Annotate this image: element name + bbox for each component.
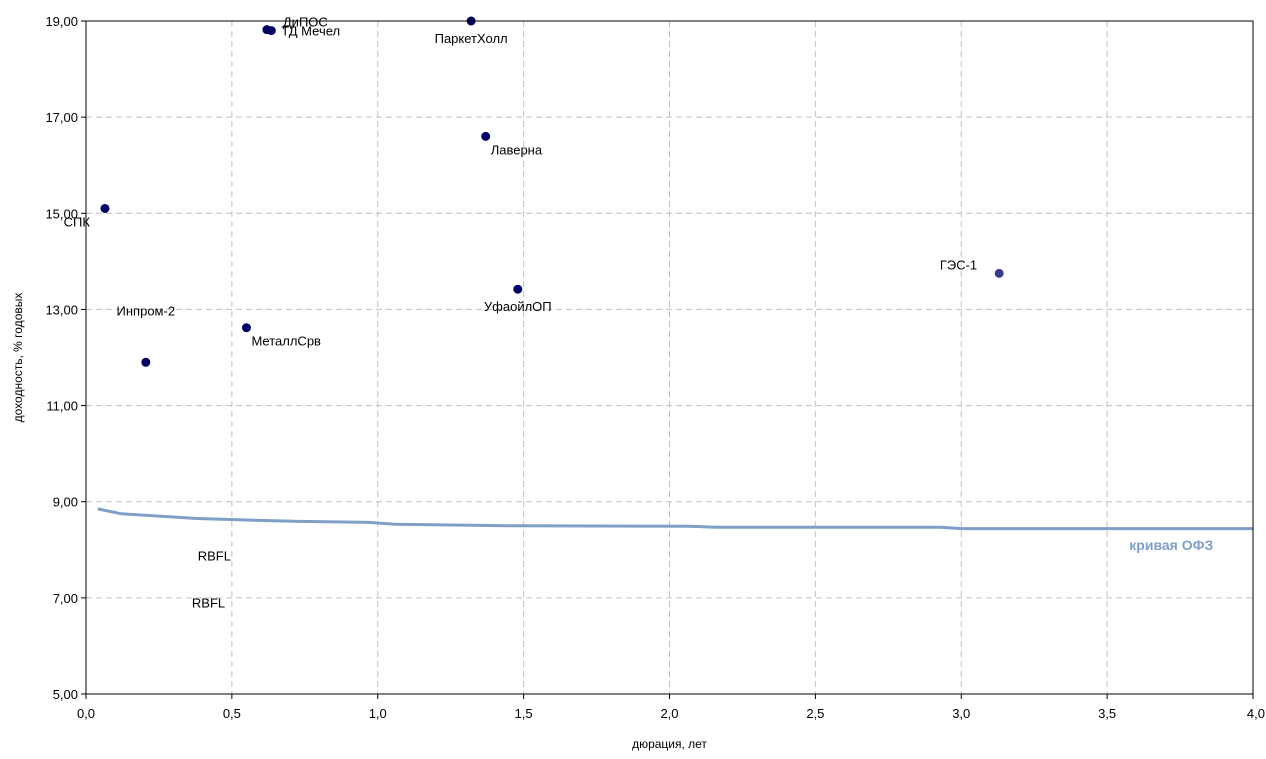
x-axis-title: дюрация, лет [632, 737, 707, 751]
x-tick-label: 3,0 [952, 706, 970, 721]
data-point [100, 203, 110, 213]
point-label: СПК [64, 214, 91, 229]
x-tick-label: 3,5 [1098, 706, 1116, 721]
y-tick-label: 11,00 [46, 399, 78, 414]
series-line-ofz [97, 507, 1253, 531]
y-tick-label: 17,00 [45, 110, 78, 125]
annotation-label: RBFL [198, 548, 231, 563]
point-label: УфаойлОП [484, 299, 552, 314]
point-label: МеталлСрв [251, 334, 321, 349]
point-label: Лаверна [491, 142, 543, 157]
data-point [513, 284, 523, 294]
y-tick-label: 19,00 [45, 14, 78, 29]
y-tick-label: 15,00 [45, 206, 78, 221]
x-tick-label: 4,0 [1247, 706, 1265, 721]
ticks-layer: 5,00 7,00 9,00 11,00 13,00 15,00 17,00 19,00 0,0… [45, 14, 1265, 721]
data-point [141, 357, 151, 367]
y-tick-label: 13,00 [45, 302, 78, 317]
data-point [241, 323, 251, 333]
y-axis-title: доходность, % годовых [11, 293, 25, 423]
x-tick-label: 0,5 [223, 706, 241, 721]
x-tick-label: 0,0 [77, 706, 95, 721]
point-label: ГЭС-1 [940, 257, 977, 272]
y-tick-label: 7,00 [53, 591, 78, 606]
annotation-label: RBFL [192, 595, 225, 610]
x-tick-label: 2,0 [660, 706, 678, 721]
series-label-ofz: кривая ОФЗ [1129, 537, 1213, 553]
y-tick-label: 5,00 [53, 687, 78, 702]
data-point [266, 26, 276, 36]
x-tick-label: 1,5 [515, 706, 533, 721]
x-tick-label: 2,5 [806, 706, 824, 721]
x-tick-label: 1,0 [369, 706, 387, 721]
point-label: ТД Мечел [281, 24, 340, 39]
grid [86, 21, 1253, 694]
point-label: ПаркетХолл [435, 31, 508, 46]
point-label: ДиПОС [283, 15, 328, 30]
series-layer: кривая ОФЗ [97, 507, 1253, 553]
y-tick-label: 9,00 [53, 495, 78, 510]
data-point [994, 268, 1004, 278]
data-point [481, 131, 491, 141]
point-label: Инпром-2 [117, 303, 176, 318]
